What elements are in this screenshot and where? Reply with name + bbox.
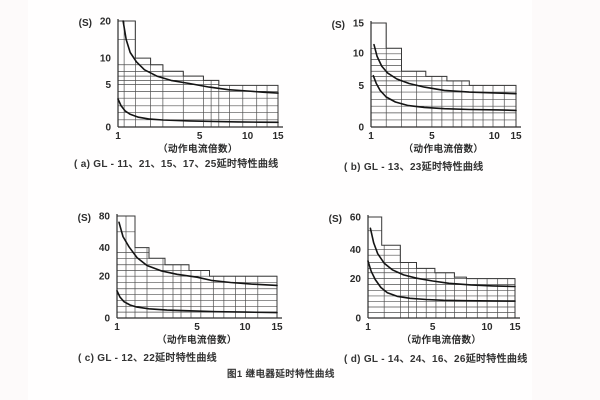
panel-d-caption: ( d) GL - 14、24、16、26延时特性曲线	[344, 354, 528, 365]
x-tick-label: 10	[239, 322, 251, 333]
lower-limit-curve	[367, 260, 516, 302]
y-unit-label: (S)	[78, 213, 91, 224]
lower-limit-curve	[117, 98, 279, 124]
tolerance-envelope	[118, 20, 279, 127]
y-tick-label: 0	[355, 314, 361, 325]
y-tick-label: 40	[350, 245, 362, 256]
y-tick-label: 80	[99, 212, 111, 223]
y-tick-label: 0	[105, 123, 111, 134]
tolerance-envelope	[368, 216, 516, 318]
tolerance-envelope	[117, 215, 278, 318]
x-tick-label: 5	[197, 131, 203, 142]
x-tick-label: 1	[365, 322, 371, 333]
y-tick-label: 20	[350, 274, 362, 285]
y-tick-label: 0	[104, 314, 110, 325]
x-tick-label: 5	[429, 131, 435, 142]
x-axis-title: （动作电流倍数）	[158, 143, 238, 155]
x-tick-label: 15	[509, 322, 521, 333]
y-tick-label: 20	[100, 17, 112, 28]
y-tick-label: 20	[99, 272, 111, 283]
y-tick-label: 15	[353, 19, 365, 30]
y-tick-label: 10	[100, 54, 112, 65]
x-tick-label: 10	[242, 131, 254, 142]
x-tick-label: 15	[510, 131, 522, 142]
y-unit-label: (S)	[329, 214, 342, 225]
y-tick-label: 60	[350, 213, 362, 224]
y-tick-label: 10	[353, 49, 365, 60]
y-tick-label: 5	[105, 80, 111, 91]
paper-background	[28, 0, 532, 400]
y-unit-label: (S)	[332, 20, 345, 31]
x-tick-label: 10	[482, 322, 494, 333]
tolerance-envelope	[371, 22, 517, 127]
figure-caption: 图1 继电器延时特性曲线	[227, 369, 335, 380]
upper-limit-curve	[118, 221, 278, 287]
x-tick-label: 1	[114, 322, 120, 333]
panel-b-caption: ( b) GL - 13、23延时特性曲线	[344, 162, 484, 173]
x-axis-title: （动作电流倍数）	[157, 334, 237, 346]
y-tick-label: 40	[99, 243, 111, 254]
upper-limit-curve	[122, 20, 279, 94]
x-tick-label: 1	[115, 131, 121, 142]
x-tick-label: 5	[194, 322, 200, 333]
x-tick-label: 15	[271, 322, 283, 333]
panel-a-caption: ( a) GL - 11、21、15、17、25延时特性曲线	[74, 159, 279, 170]
y-tick-label: 5	[358, 81, 364, 92]
x-tick-label: 5	[430, 322, 436, 333]
x-tick-label: 15	[272, 131, 284, 142]
lower-limit-curve	[116, 290, 278, 314]
y-tick-label: 0	[358, 123, 364, 134]
upper-limit-curve	[369, 227, 516, 288]
x-tick-label: 10	[489, 131, 501, 142]
lower-limit-curve	[372, 74, 517, 112]
x-tick-label: 1	[368, 131, 374, 142]
x-axis-title: （动作电流倍数）	[401, 334, 481, 346]
x-axis-title: （动作电流倍数）	[403, 143, 483, 155]
y-unit-label: (S)	[79, 18, 92, 29]
panel-c-caption: ( c) GL - 12、22延时特性曲线	[78, 353, 217, 364]
upper-limit-curve	[373, 43, 517, 95]
